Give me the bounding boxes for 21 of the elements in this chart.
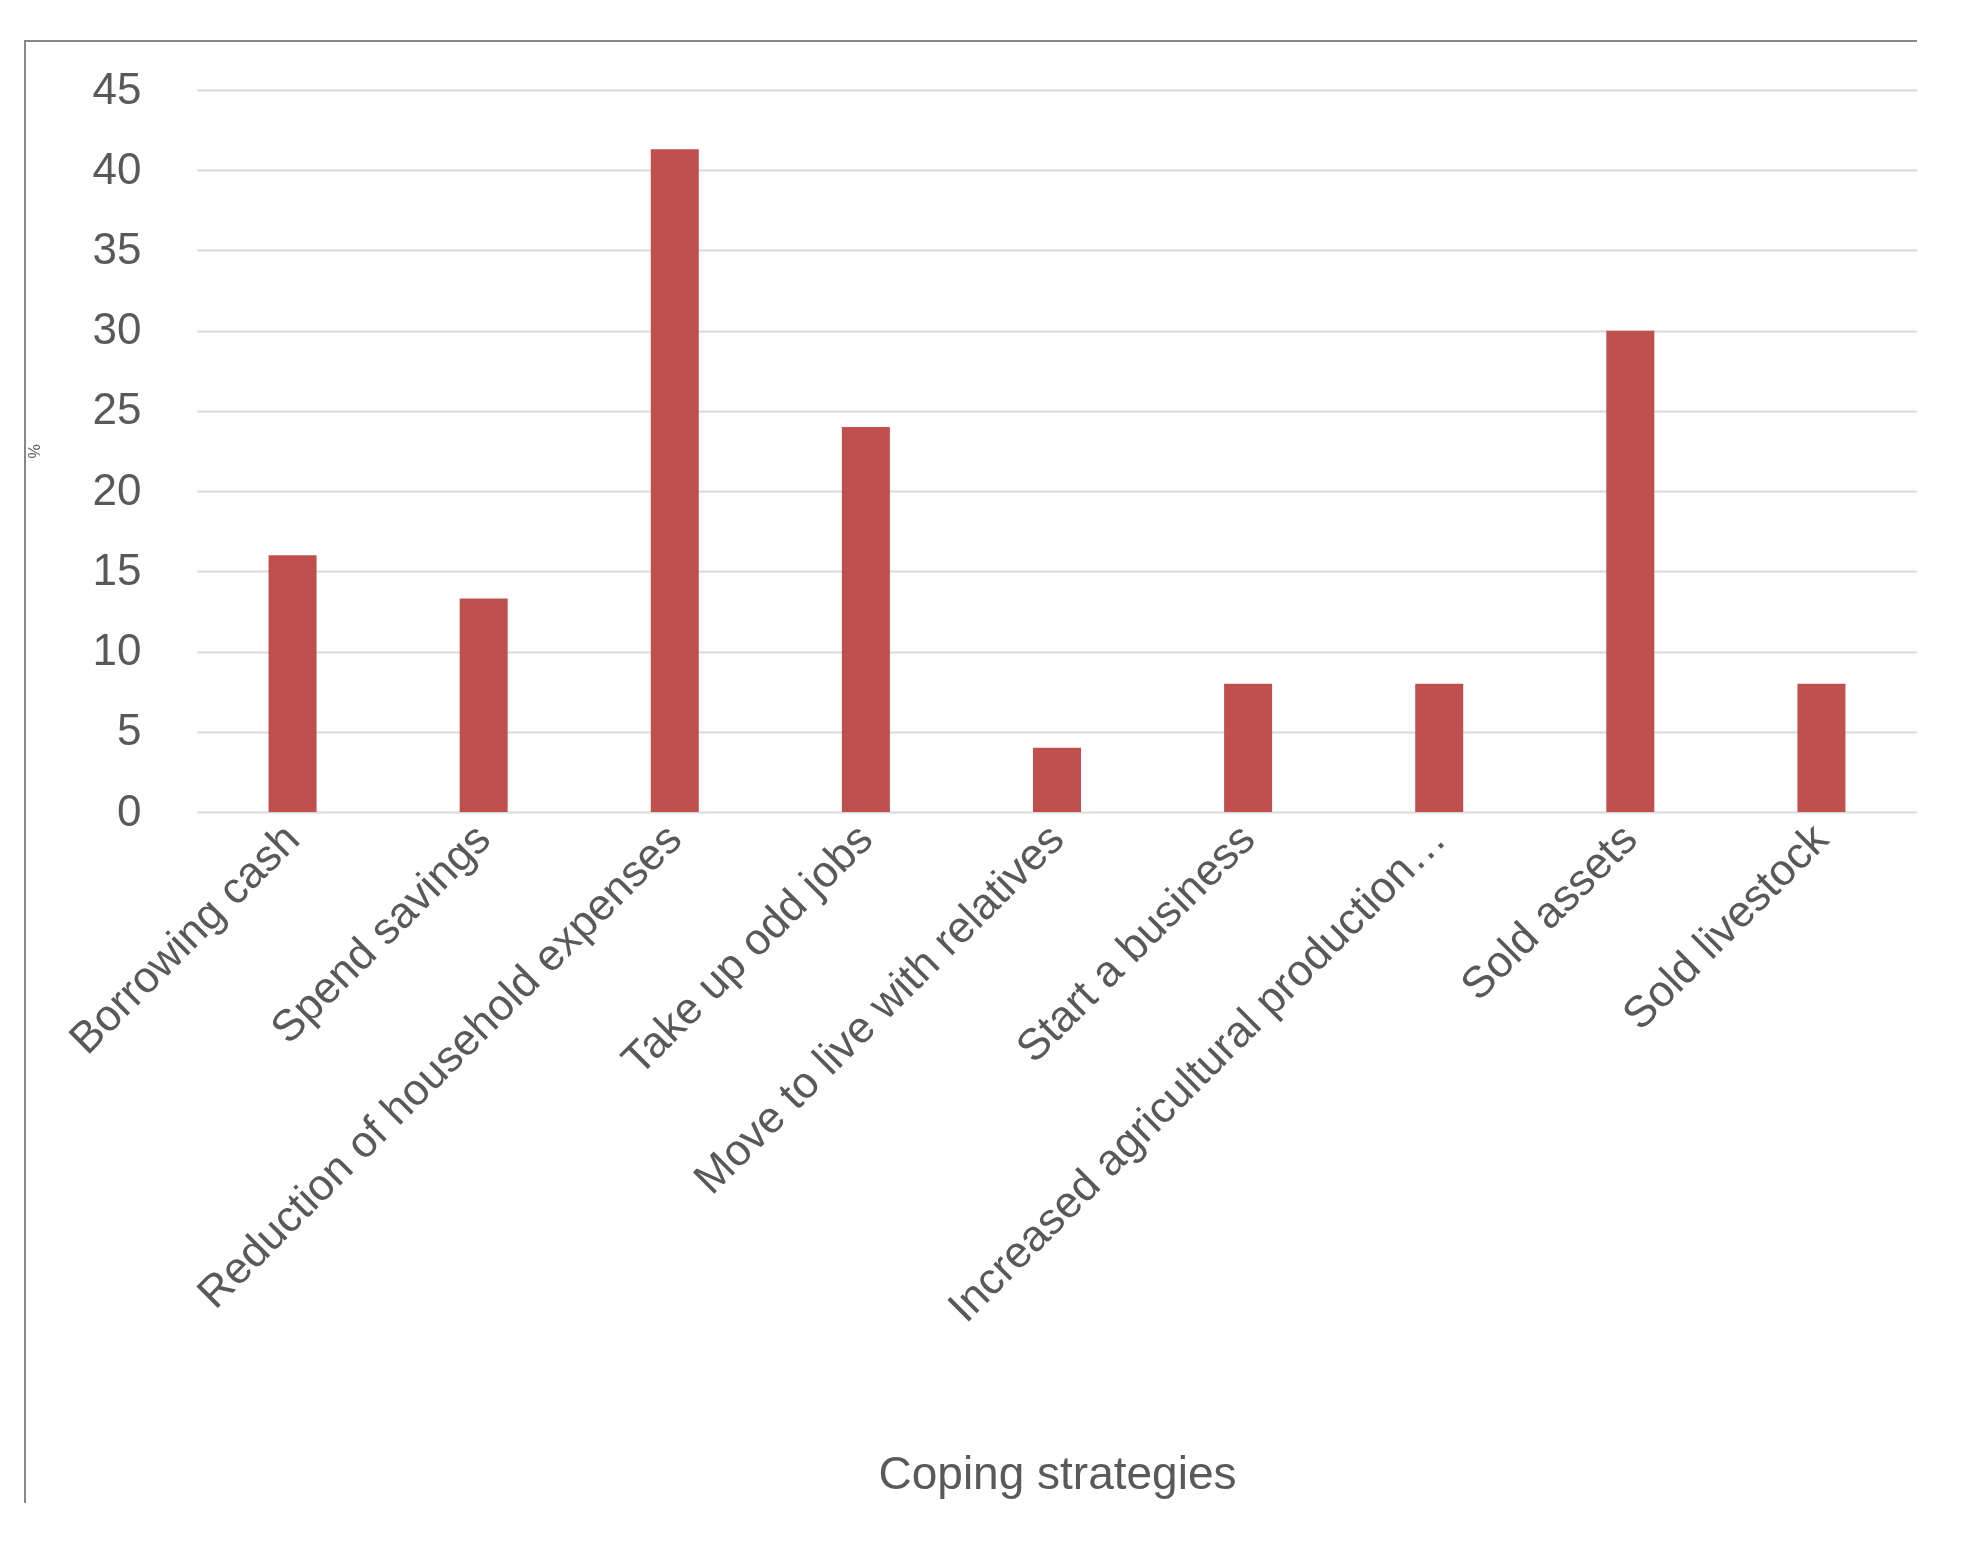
y-tick-label: 40 xyxy=(92,143,142,193)
bar xyxy=(1033,747,1081,812)
y-tick-label: 10 xyxy=(92,625,142,675)
x-axis-title: Coping strategies xyxy=(878,1446,1237,1499)
y-axis-title: % xyxy=(25,444,43,459)
y-tick-label: 20 xyxy=(92,464,142,514)
y-tick-label: 15 xyxy=(92,544,142,594)
bar xyxy=(1415,683,1464,812)
y-tick-label: 5 xyxy=(117,705,142,755)
bar xyxy=(268,555,317,812)
bar xyxy=(841,426,890,812)
y-tick-label: 30 xyxy=(92,304,142,354)
y-tick-label: 25 xyxy=(92,384,142,434)
y-tick-label: 45 xyxy=(92,63,142,113)
y-tick-label: 0 xyxy=(117,785,142,835)
bar xyxy=(1606,330,1655,812)
bar xyxy=(459,598,508,812)
bar xyxy=(1224,683,1273,812)
bar xyxy=(650,149,699,812)
bar xyxy=(1797,683,1846,812)
y-tick-label: 35 xyxy=(92,223,142,273)
